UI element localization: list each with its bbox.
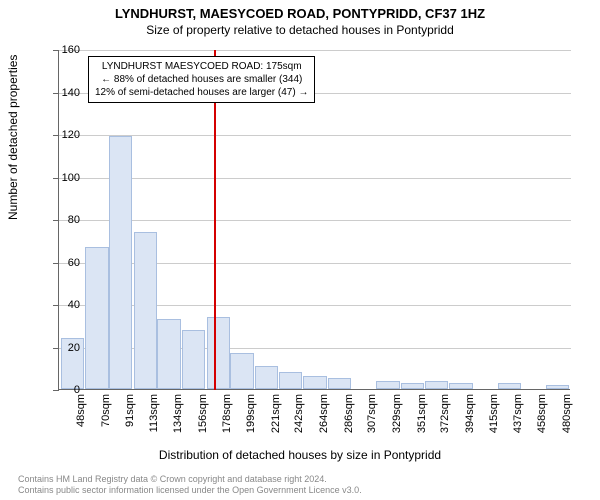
footnote: Contains HM Land Registry data © Crown c… bbox=[0, 474, 600, 496]
histogram-bar bbox=[134, 232, 157, 389]
histogram-bar bbox=[255, 366, 278, 389]
histogram-bar bbox=[303, 376, 326, 389]
x-tick-label: 458sqm bbox=[536, 394, 548, 454]
x-tick-label: 242sqm bbox=[293, 394, 305, 454]
histogram-bar bbox=[498, 383, 521, 389]
chart-title-line2: Size of property relative to detached ho… bbox=[0, 21, 600, 37]
x-tick-label: 480sqm bbox=[561, 394, 573, 454]
chart-title-line1: LYNDHURST, MAESYCOED ROAD, PONTYPRIDD, C… bbox=[0, 0, 600, 21]
x-tick-label: 264sqm bbox=[318, 394, 330, 454]
x-tick-label: 437sqm bbox=[512, 394, 524, 454]
histogram-bar bbox=[85, 247, 108, 389]
legend-line2: ← 88% of detached houses are smaller (34… bbox=[95, 73, 308, 86]
gridline-h bbox=[59, 178, 571, 179]
x-tick-label: 372sqm bbox=[439, 394, 451, 454]
gridline-h bbox=[59, 135, 571, 136]
y-tick-label: 60 bbox=[50, 257, 80, 269]
histogram-bar bbox=[449, 383, 472, 389]
y-tick-label: 0 bbox=[50, 384, 80, 396]
x-tick-label: 48sqm bbox=[75, 394, 87, 454]
y-tick-label: 160 bbox=[50, 44, 80, 56]
y-tick-label: 140 bbox=[50, 87, 80, 99]
histogram-bar bbox=[546, 385, 569, 389]
footnote-line2: Contains public sector information licen… bbox=[18, 485, 582, 496]
plot-wrap: LYNDHURST MAESYCOED ROAD: 175sqm ← 88% o… bbox=[58, 50, 570, 390]
y-tick-label: 40 bbox=[50, 299, 80, 311]
y-axis-label: Number of detached properties bbox=[6, 55, 20, 220]
x-tick-label: 221sqm bbox=[270, 394, 282, 454]
gridline-h bbox=[59, 50, 571, 51]
histogram-bar bbox=[279, 372, 302, 389]
x-tick-label: 351sqm bbox=[416, 394, 428, 454]
x-tick-label: 199sqm bbox=[245, 394, 257, 454]
y-tick-label: 120 bbox=[50, 129, 80, 141]
x-tick-label: 415sqm bbox=[488, 394, 500, 454]
legend-box: LYNDHURST MAESYCOED ROAD: 175sqm ← 88% o… bbox=[88, 56, 315, 103]
x-tick-label: 91sqm bbox=[124, 394, 136, 454]
x-tick-label: 307sqm bbox=[366, 394, 378, 454]
histogram-bar bbox=[109, 136, 132, 389]
x-tick-label: 70sqm bbox=[100, 394, 112, 454]
gridline-h bbox=[59, 220, 571, 221]
x-tick-label: 178sqm bbox=[221, 394, 233, 454]
x-axis-label: Distribution of detached houses by size … bbox=[0, 448, 600, 462]
x-tick-label: 113sqm bbox=[148, 394, 160, 454]
histogram-bar bbox=[425, 381, 448, 390]
x-tick-label: 156sqm bbox=[197, 394, 209, 454]
y-tick-label: 100 bbox=[50, 172, 80, 184]
histogram-bar bbox=[328, 378, 351, 389]
x-tick-label: 394sqm bbox=[464, 394, 476, 454]
histogram-bar bbox=[157, 319, 180, 389]
x-tick-label: 329sqm bbox=[391, 394, 403, 454]
histogram-bar bbox=[230, 353, 253, 389]
x-tick-label: 134sqm bbox=[172, 394, 184, 454]
histogram-bar bbox=[182, 330, 205, 390]
legend-line3: 12% of semi-detached houses are larger (… bbox=[95, 86, 308, 99]
footnote-line1: Contains HM Land Registry data © Crown c… bbox=[18, 474, 582, 485]
histogram-bar bbox=[376, 381, 399, 390]
y-tick-label: 80 bbox=[50, 214, 80, 226]
legend-line1: LYNDHURST MAESYCOED ROAD: 175sqm bbox=[95, 60, 308, 73]
histogram-bar bbox=[207, 317, 230, 389]
chart-container: LYNDHURST, MAESYCOED ROAD, PONTYPRIDD, C… bbox=[0, 0, 600, 500]
x-tick-label: 286sqm bbox=[343, 394, 355, 454]
histogram-bar bbox=[401, 383, 424, 389]
y-tick-label: 20 bbox=[50, 342, 80, 354]
